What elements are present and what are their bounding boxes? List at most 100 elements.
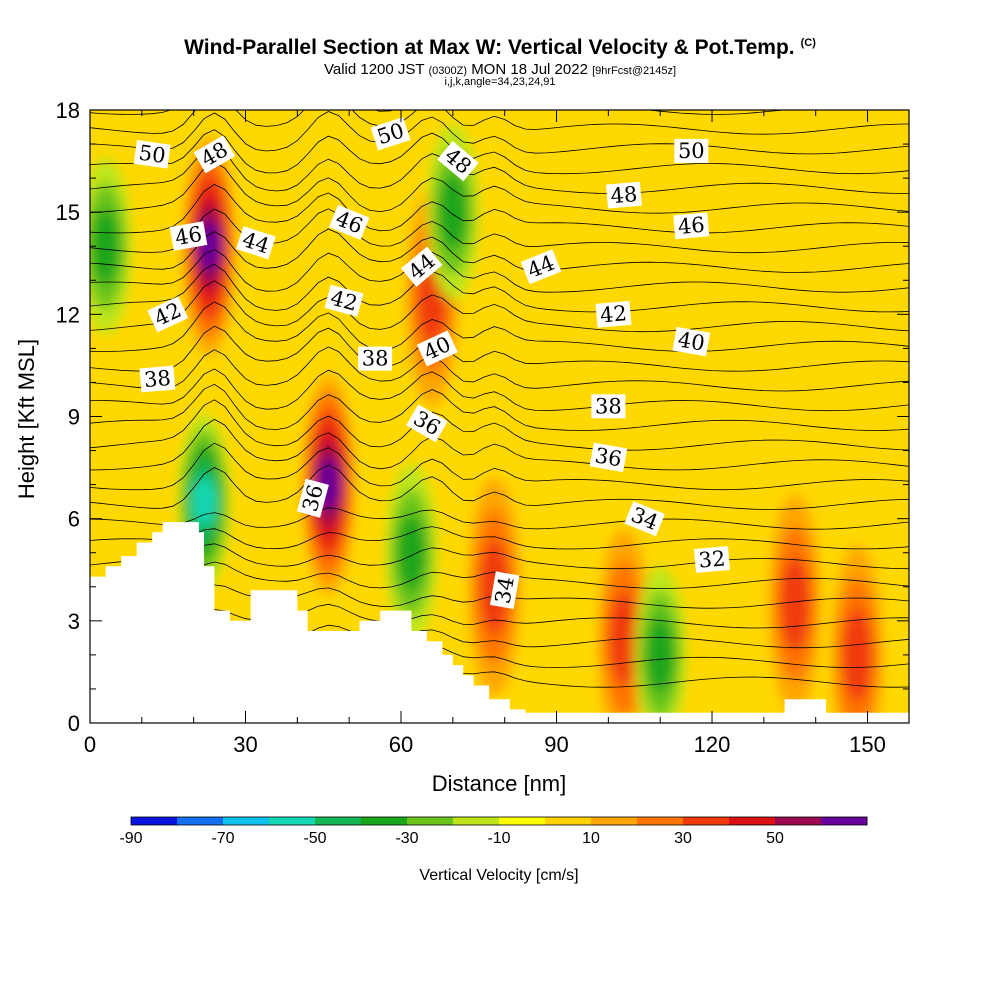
x-axis-label: Distance [nm]: [432, 771, 567, 796]
y-axis-label: Height [Kft MSL]: [14, 339, 39, 499]
w-core-ring: [609, 591, 639, 685]
contour-label: 42: [324, 284, 364, 317]
theta-contour-line: [90, 129, 909, 175]
theta-contour-line: [90, 399, 909, 451]
contour-label: 42: [595, 300, 632, 328]
w-core-updraft: [831, 545, 883, 723]
contour-label: 34: [489, 571, 520, 610]
colorbar-swatch: [407, 817, 454, 825]
contour-label-box: [624, 501, 665, 537]
contour-label-box: [672, 326, 711, 357]
copyright-mark: (C): [800, 37, 816, 49]
contour-label-text: 38: [595, 394, 622, 418]
colorbar-tick-label: 50: [766, 830, 784, 847]
w-core-downdraft: [634, 566, 686, 723]
colorbar-swatch: [499, 817, 546, 825]
w-core-updraft: [598, 528, 650, 723]
theta-contour-line: [90, 464, 909, 510]
x-tick-label: 120: [694, 732, 731, 757]
colorbar-tick-label: -70: [211, 830, 234, 847]
theta-contour-line: [90, 110, 787, 115]
contour-label-box: [489, 571, 520, 610]
theta-contour-line: [90, 507, 909, 530]
contour-label: 38: [139, 365, 176, 393]
colorbar-swatch: [637, 817, 684, 825]
contour-label-box: [674, 138, 709, 163]
x-axis: 0 30 60 90 120 150: [84, 110, 886, 757]
contour-label-text: 50: [137, 141, 167, 168]
colorbar-swatch: [821, 817, 868, 825]
contour-label-text: 34: [491, 575, 519, 605]
y-tick-label: 9: [68, 405, 80, 430]
theta-contour-line: [90, 346, 909, 392]
contour-label-box: [328, 204, 370, 240]
contour-label: 38: [358, 346, 393, 371]
colorbar-swatch: [177, 817, 224, 825]
colorbar-swatch: [545, 817, 592, 825]
colorbar-swatch: [361, 817, 408, 825]
contour-label-box: [236, 226, 276, 260]
contour-label: 32: [694, 546, 730, 573]
chart-indices: i,j,k,angle=34,23,24,91: [444, 76, 556, 88]
contour-label: 36: [589, 442, 628, 473]
contour-label-text: 38: [362, 347, 389, 371]
contour-label-box: [673, 212, 710, 240]
y-tick-label: 3: [68, 609, 80, 634]
contour-label-box: [147, 296, 189, 333]
colorbar-tick-label: -30: [395, 830, 418, 847]
colorbar-swatch: [683, 817, 730, 825]
theta-contour-line: [90, 208, 909, 254]
theta-contour-line: [90, 263, 909, 313]
contour-label-box: [605, 181, 642, 209]
theta-contour-line: [90, 442, 909, 491]
w-core-ring: [438, 174, 468, 251]
contour-label-box: [324, 284, 364, 317]
contour-label: 40: [672, 326, 711, 357]
x-tick-label: 30: [233, 732, 257, 757]
colorbar: -90 -70 -50 -30 -10 10 30 50: [119, 816, 868, 847]
contour-label-box: [416, 330, 458, 367]
y-tick-label: 18: [56, 98, 80, 123]
contour-label-box: [370, 117, 411, 151]
contour-label-box: [437, 140, 479, 182]
contour-label: 46: [673, 212, 710, 240]
contour-label: 38: [591, 394, 626, 419]
theta-contour-line: [90, 325, 909, 372]
theta-contour-line: [90, 280, 909, 333]
x-tick-label: 150: [849, 732, 886, 757]
contour-label-box: [400, 246, 443, 287]
x-tick-label: 60: [389, 732, 413, 757]
theta-contour-line: [90, 543, 909, 570]
theta-contour-line: [90, 368, 909, 412]
contour-label-box: [520, 249, 562, 285]
x-tick-label: 90: [544, 732, 568, 757]
contour-label-box: [139, 365, 176, 393]
theta-contour-line: [90, 228, 909, 273]
theta-contour-line: [90, 301, 909, 352]
colorbar-swatch: [453, 817, 500, 825]
contour-label-text: 40: [676, 327, 706, 355]
contour-label-box: [133, 140, 171, 169]
contour-label-text: 42: [599, 301, 628, 327]
colorbar-tick-label: 30: [674, 830, 692, 847]
colorbar-tick-label: -50: [303, 830, 326, 847]
colorbar-tick-label: -10: [487, 830, 510, 847]
w-core-ring: [645, 616, 675, 693]
theta-contour-line: [90, 183, 909, 234]
theta-contour-line: [90, 383, 909, 431]
y-tick-label: 12: [56, 302, 80, 327]
terrain-mask: [90, 522, 909, 723]
colorbar-swatch: [269, 817, 316, 825]
contour-label-text: 48: [610, 182, 639, 208]
y-tick-label: 0: [68, 711, 80, 736]
w-core-updraft: [769, 494, 821, 713]
contour-label-text: 50: [678, 139, 705, 163]
colorbar-tick-label: -90: [119, 830, 142, 847]
contour-label-box: [406, 404, 448, 443]
contour-label-box: [694, 546, 730, 573]
w-core-ring: [842, 608, 872, 702]
colorbar-frame: [130, 816, 868, 826]
contour-label-box: [589, 442, 628, 473]
contour-label-text: 46: [173, 222, 203, 250]
